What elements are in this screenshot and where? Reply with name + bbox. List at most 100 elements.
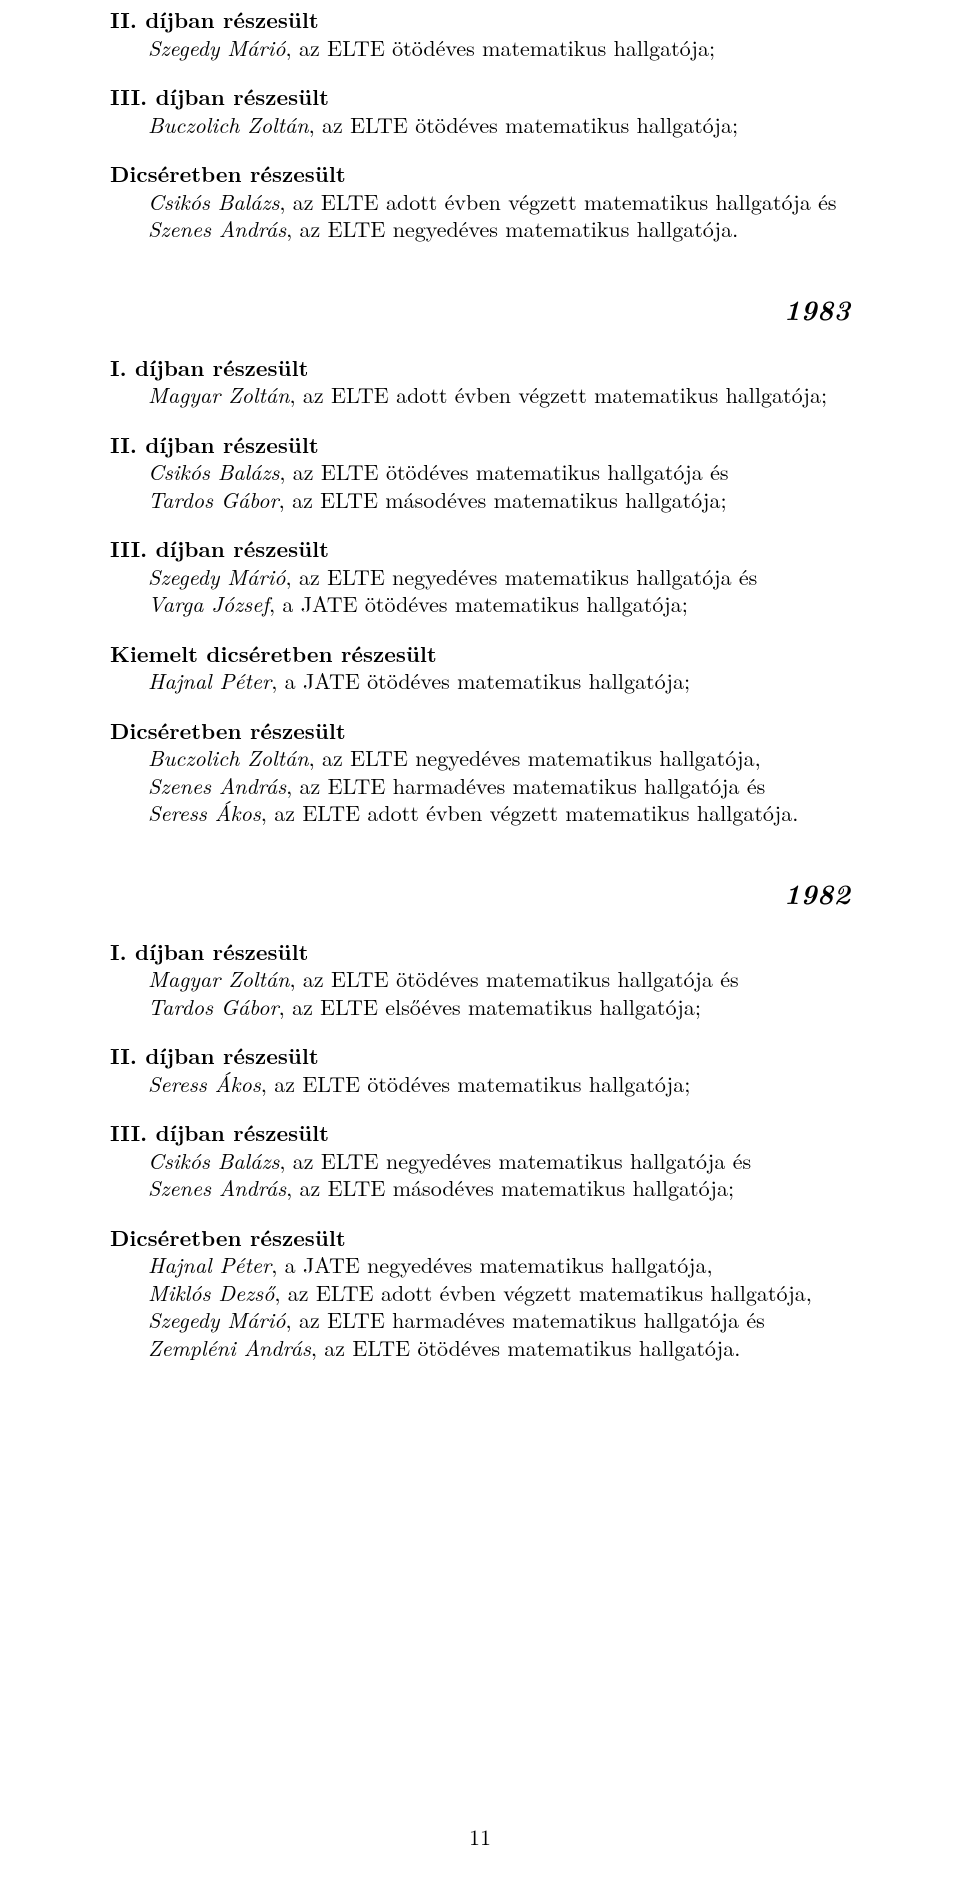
recipient-name: Zempléni András <box>148 1332 311 1363</box>
section-body: Hajnal Péter, a JATE negyedéves matemati… <box>110 1251 850 1361</box>
section-body: Magyar Zoltán, az ELTE ötödéves matemati… <box>110 965 850 1020</box>
recipient-line: Seress Ákos, az ELTE ötödéves matematiku… <box>148 1070 850 1098</box>
document-content: II. díjban részesültSzegedy Márió, az EL… <box>110 6 850 1361</box>
award-section: III. díjban részesültBuczolich Zoltán, a… <box>110 83 850 138</box>
recipient-desc: , az ELTE ötödéves matematikus hallgatój… <box>286 32 716 63</box>
recipient-name: Tardos Gábor <box>148 991 279 1022</box>
recipient-desc: , az ELTE ötödéves matematikus hallgatój… <box>311 1332 741 1363</box>
award-section: II. díjban részesültSeress Ákos, az ELTE… <box>110 1042 850 1097</box>
recipient-desc: , az ELTE adott évben végzett matematiku… <box>289 379 827 410</box>
section-body: Szegedy Márió, az ELTE negyedéves matema… <box>110 563 850 618</box>
recipient-name: Csikós Balázs <box>148 456 279 487</box>
recipient-name: Szenes András <box>148 1172 286 1203</box>
recipient-name: Magyar Zoltán <box>148 963 289 994</box>
recipient-name: Miklós Dezső <box>148 1277 274 1308</box>
award-section: II. díjban részesültCsikós Balázs, az EL… <box>110 431 850 514</box>
recipient-line: Szenes András, az ELTE negyedéves matema… <box>148 215 850 243</box>
recipient-line: Varga József, a JATE ötödéves matematiku… <box>148 590 850 618</box>
recipient-name: Szegedy Márió <box>148 32 286 63</box>
recipient-desc: , az ELTE harmadéves matematikus hallgat… <box>286 770 765 801</box>
recipient-desc: , az ELTE elsőéves matematikus hallgatój… <box>279 991 701 1022</box>
section-title: Dicséretben részesült <box>110 160 850 188</box>
section-title: Dicséretben részesült <box>110 717 850 745</box>
recipient-line: Szegedy Márió, az ELTE ötödéves matemati… <box>148 34 850 62</box>
recipient-line: Hajnal Péter, a JATE negyedéves matemati… <box>148 1251 850 1279</box>
recipient-desc: , az ELTE ötödéves matematikus hallgatój… <box>289 963 738 994</box>
section-title: II. díjban részesült <box>110 431 850 459</box>
recipient-line: Magyar Zoltán, az ELTE ötödéves matemati… <box>148 965 850 993</box>
award-section: III. díjban részesültSzegedy Márió, az E… <box>110 535 850 618</box>
recipient-line: Tardos Gábor, az ELTE másodéves matemati… <box>148 486 850 514</box>
award-section: Dicséretben részesültCsikós Balázs, az E… <box>110 160 850 243</box>
recipient-desc: , az ELTE ötödéves matematikus hallgatój… <box>261 1068 691 1099</box>
recipient-desc: , az ELTE adott évben végzett matematiku… <box>274 1277 812 1308</box>
recipient-line: Tardos Gábor, az ELTE elsőéves matematik… <box>148 993 850 1021</box>
recipient-desc: , az ELTE másodéves matematikus hallgató… <box>279 484 727 515</box>
section-body: Seress Ákos, az ELTE ötödéves matematiku… <box>110 1070 850 1098</box>
section-body: Csikós Balázs, az ELTE negyedéves matema… <box>110 1147 850 1202</box>
recipient-line: Miklós Dezső, az ELTE adott évben végzet… <box>148 1279 850 1307</box>
section-body: Hajnal Péter, a JATE ötödéves matematiku… <box>110 667 850 695</box>
recipient-desc: , az ELTE negyedéves matematikus hallgat… <box>279 1145 751 1176</box>
recipient-desc: , az ELTE másodéves matematikus hallgató… <box>286 1172 734 1203</box>
recipient-desc: , a JATE negyedéves matematikus hallgató… <box>271 1249 712 1280</box>
recipient-name: Hajnal Péter <box>148 665 271 696</box>
recipient-name: Csikós Balázs <box>148 186 279 217</box>
award-section: Dicséretben részesültHajnal Péter, a JAT… <box>110 1224 850 1362</box>
recipient-name: Buczolich Zoltán <box>148 109 309 140</box>
recipient-name: Buczolich Zoltán <box>148 742 309 773</box>
year-heading: 1982 <box>110 875 850 910</box>
section-body: Buczolich Zoltán, az ELTE ötödéves matem… <box>110 111 850 139</box>
page: II. díjban részesültSzegedy Márió, az EL… <box>0 6 960 1892</box>
award-section: II. díjban részesültSzegedy Márió, az EL… <box>110 6 850 61</box>
section-body: Szegedy Márió, az ELTE ötödéves matemati… <box>110 34 850 62</box>
recipient-name: Hajnal Péter <box>148 1249 271 1280</box>
recipient-name: Szegedy Márió <box>148 1304 286 1335</box>
award-section: III. díjban részesültCsikós Balázs, az E… <box>110 1119 850 1202</box>
recipient-name: Szenes András <box>148 770 286 801</box>
recipient-line: Zempléni András, az ELTE ötödéves matema… <box>148 1334 850 1362</box>
section-title: I. díjban részesült <box>110 938 850 966</box>
recipient-name: Szenes András <box>148 213 286 244</box>
recipient-desc: , az ELTE adott évben végzett matematiku… <box>261 797 799 828</box>
recipient-desc: , az ELTE harmadéves matematikus hallgat… <box>286 1304 765 1335</box>
section-title: Kiemelt dicséretben részesült <box>110 640 850 668</box>
recipient-desc: , a JATE ötödéves matematikus hallgatója… <box>269 588 688 619</box>
recipient-line: Csikós Balázs, az ELTE adott évben végze… <box>148 188 850 216</box>
section-title: II. díjban részesült <box>110 1042 850 1070</box>
award-section: Dicséretben részesültBuczolich Zoltán, a… <box>110 717 850 827</box>
recipient-name: Varga József <box>148 588 269 619</box>
recipient-name: Seress Ákos <box>148 797 261 828</box>
recipient-line: Buczolich Zoltán, az ELTE ötödéves matem… <box>148 111 850 139</box>
section-body: Csikós Balázs, az ELTE ötödéves matemati… <box>110 458 850 513</box>
recipient-line: Szenes András, az ELTE harmadéves matema… <box>148 772 850 800</box>
recipient-line: Seress Ákos, az ELTE adott évben végzett… <box>148 799 850 827</box>
recipient-name: Szegedy Márió <box>148 561 286 592</box>
recipient-desc: , az ELTE negyedéves matematikus hallgat… <box>286 561 758 592</box>
section-body: Buczolich Zoltán, az ELTE negyedéves mat… <box>110 744 850 827</box>
award-section: Kiemelt dicséretben részesültHajnal Péte… <box>110 640 850 695</box>
section-title: III. díjban részesült <box>110 535 850 563</box>
recipient-line: Csikós Balázs, az ELTE ötödéves matemati… <box>148 458 850 486</box>
recipient-desc: , az ELTE negyedéves matematikus hallgat… <box>286 213 738 244</box>
page-number: 11 <box>0 1821 960 1852</box>
recipient-desc: , az ELTE negyedéves matematikus hallgat… <box>309 742 761 773</box>
recipient-name: Csikós Balázs <box>148 1145 279 1176</box>
section-title: III. díjban részesült <box>110 1119 850 1147</box>
year-heading: 1983 <box>110 291 850 326</box>
recipient-line: Csikós Balázs, az ELTE negyedéves matema… <box>148 1147 850 1175</box>
recipient-line: Szegedy Márió, az ELTE harmadéves matema… <box>148 1306 850 1334</box>
award-section: I. díjban részesültMagyar Zoltán, az ELT… <box>110 354 850 409</box>
recipient-line: Magyar Zoltán, az ELTE adott évben végze… <box>148 381 850 409</box>
recipient-name: Magyar Zoltán <box>148 379 289 410</box>
recipient-line: Hajnal Péter, a JATE ötödéves matematiku… <box>148 667 850 695</box>
section-title: I. díjban részesült <box>110 354 850 382</box>
section-body: Csikós Balázs, az ELTE adott évben végze… <box>110 188 850 243</box>
recipient-desc: , az ELTE ötödéves matematikus hallgatój… <box>309 109 739 140</box>
recipient-desc: , az ELTE adott évben végzett matematiku… <box>279 186 836 217</box>
section-title: II. díjban részesült <box>110 6 850 34</box>
recipient-line: Szenes András, az ELTE másodéves matemat… <box>148 1174 850 1202</box>
section-body: Magyar Zoltán, az ELTE adott évben végze… <box>110 381 850 409</box>
section-title: Dicséretben részesült <box>110 1224 850 1252</box>
award-section: I. díjban részesültMagyar Zoltán, az ELT… <box>110 938 850 1021</box>
